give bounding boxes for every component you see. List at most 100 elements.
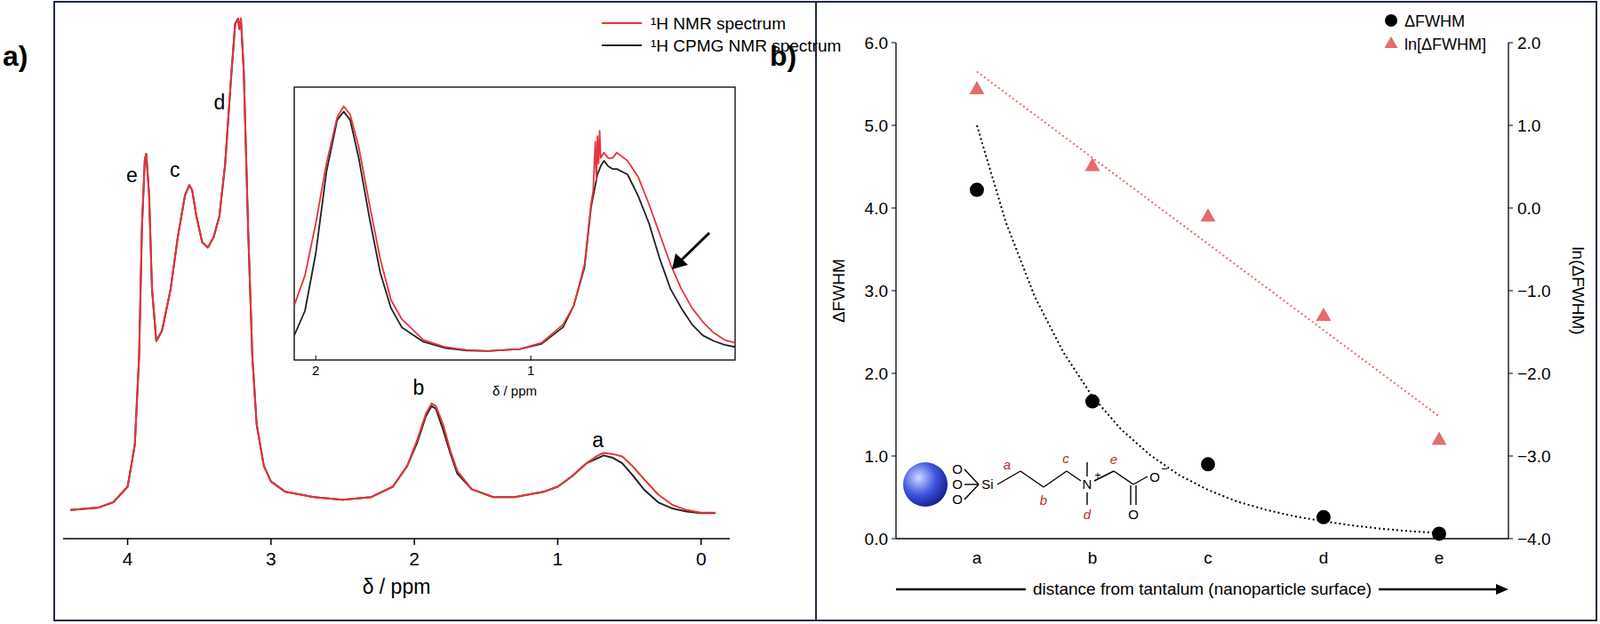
y2-tick — [1508, 125, 1513, 127]
y-tick — [891, 208, 896, 209]
legend-swatch — [601, 22, 642, 24]
y-tick-label: 2.0 — [864, 364, 888, 384]
bond — [1135, 485, 1136, 505]
x-tick-label: 2 — [312, 362, 320, 378]
legend-label: ΔFWHM — [1404, 12, 1465, 31]
y2-tick-label: −4.0 — [1517, 529, 1552, 549]
bond — [1066, 471, 1081, 481]
bond — [964, 483, 979, 485]
y2-tick-label: −2.0 — [1517, 364, 1552, 384]
peak-label: c — [169, 158, 181, 182]
atom: O — [1149, 469, 1160, 485]
x-tick-label: 3 — [265, 548, 277, 569]
y2-tick-label: 2.0 — [1517, 33, 1541, 53]
x-tick-label: 0 — [696, 548, 707, 569]
y2-tick — [1508, 290, 1513, 292]
panel-frame — [54, 1, 941, 621]
x-tick — [127, 538, 129, 545]
y-tick — [891, 290, 896, 292]
atom: Si — [981, 476, 993, 492]
nanoparticle — [903, 462, 948, 507]
y-tick-label: 0.0 — [864, 529, 888, 549]
fit-line — [976, 72, 1440, 417]
x-axis-title: δ / ppm — [492, 383, 537, 399]
x-tick-label: 1 — [527, 362, 535, 378]
bond — [1129, 485, 1131, 505]
atom: O — [952, 491, 963, 507]
peak-label: b — [413, 376, 425, 400]
bond — [1043, 471, 1067, 488]
data-point — [1200, 208, 1216, 222]
peak-label: e — [126, 163, 138, 187]
x-tick-label: 4 — [122, 548, 134, 569]
legend-label: ln[ΔFWHM] — [1404, 35, 1487, 54]
data-point — [1085, 158, 1101, 172]
bond — [1086, 462, 1088, 477]
x-tick — [557, 538, 560, 545]
arrow — [679, 232, 710, 263]
inset-frame — [294, 87, 736, 360]
y-tick-label: 3.0 — [864, 281, 888, 301]
legend-label: ¹H CPMG NMR spectrum — [650, 36, 841, 56]
data-point — [969, 80, 985, 95]
y-tick-label: 5.0 — [864, 116, 888, 136]
x-tick — [413, 538, 416, 545]
x-tick — [700, 538, 703, 545]
y-tick — [891, 538, 896, 540]
x-tick-label: 2 — [408, 548, 420, 569]
plot-marks — [969, 72, 1448, 542]
x-tick-label: d — [1319, 548, 1329, 568]
x-axis — [63, 537, 730, 540]
y2-tick — [1508, 538, 1513, 540]
atom: O — [952, 461, 963, 477]
y-tick-label: 4.0 — [864, 199, 888, 218]
legend-swatch — [601, 44, 642, 47]
x-axis — [896, 537, 1509, 539]
figure: a)43210δ / ppmecdba¹H NMR spectrum¹H CPM… — [0, 0, 1600, 624]
inset-lines — [294, 105, 736, 351]
arrow-head — [672, 253, 688, 270]
spectrum-line — [294, 112, 736, 352]
bond — [1020, 471, 1044, 488]
bond — [1113, 471, 1134, 485]
axis-arrow-line — [896, 588, 1026, 592]
data-point — [969, 183, 984, 198]
legend-swatch — [1384, 14, 1398, 27]
x-tick-label: e — [1434, 548, 1445, 568]
x-axis-title: distance from tantalum (nanoparticle sur… — [1032, 579, 1372, 599]
atom: O — [1128, 506, 1139, 522]
chain-label: d — [1083, 506, 1092, 522]
x-tick-label: c — [1203, 548, 1213, 568]
chain-label: a — [1003, 456, 1011, 472]
chain-label: c — [1062, 450, 1070, 466]
y2-tick — [1508, 456, 1513, 457]
y2-tick-label: 1.0 — [1517, 116, 1541, 136]
data-point — [1316, 510, 1331, 525]
bond — [1133, 476, 1148, 485]
legend-label: ¹H NMR spectrum — [650, 14, 786, 33]
panel-frame — [816, 1, 1597, 621]
peak-label: d — [213, 90, 225, 114]
y2-tick — [1508, 42, 1513, 44]
x-tick-label: 1 — [552, 548, 564, 569]
atom: N — [1082, 476, 1093, 492]
y-tick-label: 6.0 — [864, 33, 888, 53]
charge: − — [1160, 462, 1168, 476]
y-axis-title: ΔFWHM — [829, 258, 848, 323]
y2-tick-label: −1.0 — [1517, 281, 1552, 301]
y-tick — [891, 125, 896, 127]
x-tick-label: a — [972, 548, 983, 568]
bond — [997, 471, 1021, 485]
data-point — [1432, 431, 1448, 445]
x-tick — [270, 538, 272, 545]
chain-label: b — [1040, 492, 1048, 508]
legend-swatch — [1384, 36, 1399, 48]
y2-tick — [1508, 208, 1513, 209]
data-point — [1200, 456, 1216, 472]
data-point — [1316, 307, 1332, 321]
y-tick — [891, 42, 896, 44]
bond — [1094, 471, 1114, 481]
axis-arrow-line — [1378, 588, 1498, 592]
molecule: OOOSiN+OO−abcde — [903, 450, 1168, 522]
y2-tick — [1508, 373, 1513, 375]
